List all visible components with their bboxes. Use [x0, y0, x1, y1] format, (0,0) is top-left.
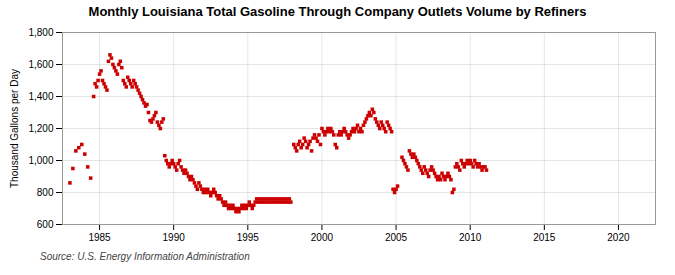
- svg-text:2005: 2005: [385, 232, 408, 243]
- svg-text:2000: 2000: [311, 232, 334, 243]
- svg-text:600: 600: [37, 219, 54, 230]
- svg-text:1,800: 1,800: [28, 27, 53, 38]
- svg-text:Thousand Gallons per Day: Thousand Gallons per Day: [9, 69, 20, 188]
- html-text:Monthly Louisiana Total Gasoli: Monthly Louisiana Total Gasoline Through…: [88, 4, 587, 19]
- svg-text:2020: 2020: [607, 232, 630, 243]
- svg-text:800: 800: [37, 187, 54, 198]
- svg-text:1,000: 1,000: [28, 155, 53, 166]
- svg-text:1,200: 1,200: [28, 123, 53, 134]
- svg-text:1985: 1985: [88, 232, 111, 243]
- svg-text:2015: 2015: [533, 232, 556, 243]
- svg-text:1995: 1995: [237, 232, 260, 243]
- svg-text:1990: 1990: [163, 232, 186, 243]
- svg-text:1,400: 1,400: [28, 91, 53, 102]
- svg-text:1,600: 1,600: [28, 59, 53, 70]
- svg-text:2010: 2010: [459, 232, 482, 243]
- html-text:Source: U.S. Energy Informatio: Source: U.S. Energy Information Administ…: [40, 251, 250, 262]
